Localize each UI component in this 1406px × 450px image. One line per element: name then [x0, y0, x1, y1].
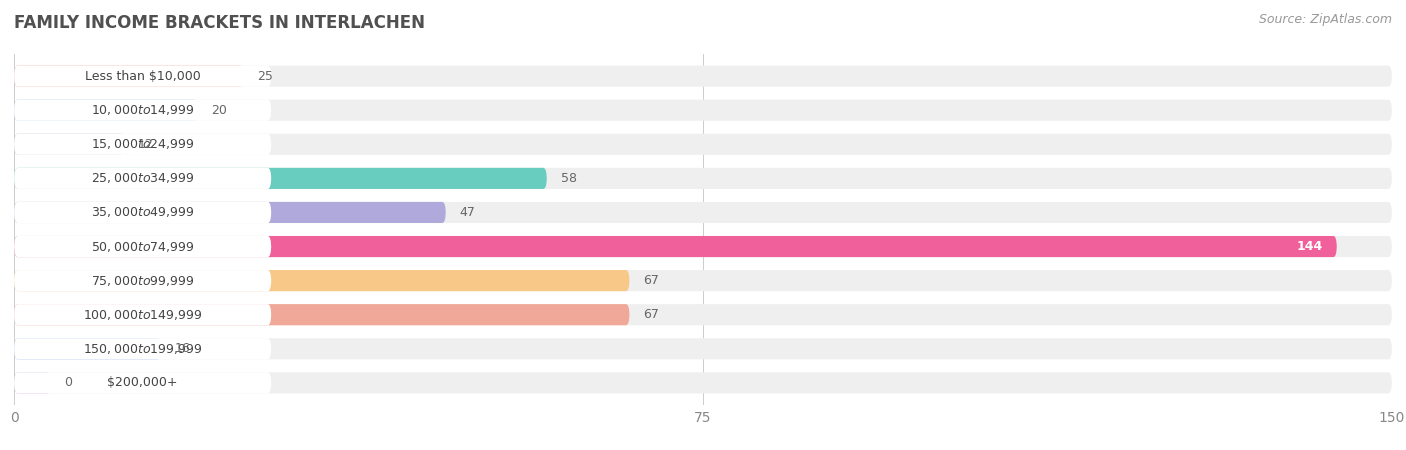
- Text: 47: 47: [460, 206, 475, 219]
- Text: Less than $10,000: Less than $10,000: [84, 70, 201, 83]
- FancyBboxPatch shape: [14, 66, 243, 87]
- Text: 58: 58: [561, 172, 576, 185]
- FancyBboxPatch shape: [14, 338, 1392, 360]
- Text: $15,000 to $24,999: $15,000 to $24,999: [91, 137, 194, 151]
- FancyBboxPatch shape: [14, 134, 1392, 155]
- Text: $50,000 to $74,999: $50,000 to $74,999: [91, 239, 194, 253]
- FancyBboxPatch shape: [14, 270, 1392, 291]
- FancyBboxPatch shape: [14, 134, 271, 155]
- FancyBboxPatch shape: [14, 168, 547, 189]
- FancyBboxPatch shape: [14, 99, 271, 121]
- Text: 144: 144: [1296, 240, 1323, 253]
- Text: Source: ZipAtlas.com: Source: ZipAtlas.com: [1258, 14, 1392, 27]
- FancyBboxPatch shape: [14, 304, 1392, 325]
- FancyBboxPatch shape: [14, 202, 1392, 223]
- FancyBboxPatch shape: [14, 270, 271, 291]
- Text: $35,000 to $49,999: $35,000 to $49,999: [91, 206, 194, 220]
- Text: 12: 12: [138, 138, 153, 151]
- FancyBboxPatch shape: [14, 372, 271, 393]
- FancyBboxPatch shape: [14, 168, 271, 189]
- FancyBboxPatch shape: [14, 236, 271, 257]
- FancyBboxPatch shape: [14, 270, 630, 291]
- FancyBboxPatch shape: [14, 99, 1392, 121]
- FancyBboxPatch shape: [14, 168, 1392, 189]
- Text: $75,000 to $99,999: $75,000 to $99,999: [91, 274, 194, 288]
- FancyBboxPatch shape: [14, 236, 1337, 257]
- Text: 0: 0: [65, 376, 73, 389]
- Text: $100,000 to $149,999: $100,000 to $149,999: [83, 308, 202, 322]
- Text: $10,000 to $14,999: $10,000 to $14,999: [91, 103, 194, 117]
- FancyBboxPatch shape: [14, 202, 446, 223]
- FancyBboxPatch shape: [14, 304, 630, 325]
- FancyBboxPatch shape: [14, 202, 271, 223]
- FancyBboxPatch shape: [14, 99, 198, 121]
- Text: 25: 25: [257, 70, 273, 83]
- Text: $150,000 to $199,999: $150,000 to $199,999: [83, 342, 202, 356]
- FancyBboxPatch shape: [14, 134, 124, 155]
- Text: 16: 16: [174, 342, 191, 355]
- FancyBboxPatch shape: [14, 66, 1392, 87]
- Text: $25,000 to $34,999: $25,000 to $34,999: [91, 171, 194, 185]
- Text: 67: 67: [644, 274, 659, 287]
- FancyBboxPatch shape: [14, 236, 1392, 257]
- FancyBboxPatch shape: [14, 66, 271, 87]
- FancyBboxPatch shape: [14, 304, 271, 325]
- Text: $200,000+: $200,000+: [107, 376, 179, 389]
- Text: FAMILY INCOME BRACKETS IN INTERLACHEN: FAMILY INCOME BRACKETS IN INTERLACHEN: [14, 14, 425, 32]
- Text: 67: 67: [644, 308, 659, 321]
- Text: 20: 20: [211, 104, 228, 117]
- FancyBboxPatch shape: [14, 338, 162, 360]
- FancyBboxPatch shape: [14, 372, 1392, 393]
- FancyBboxPatch shape: [14, 372, 51, 393]
- FancyBboxPatch shape: [14, 338, 271, 360]
